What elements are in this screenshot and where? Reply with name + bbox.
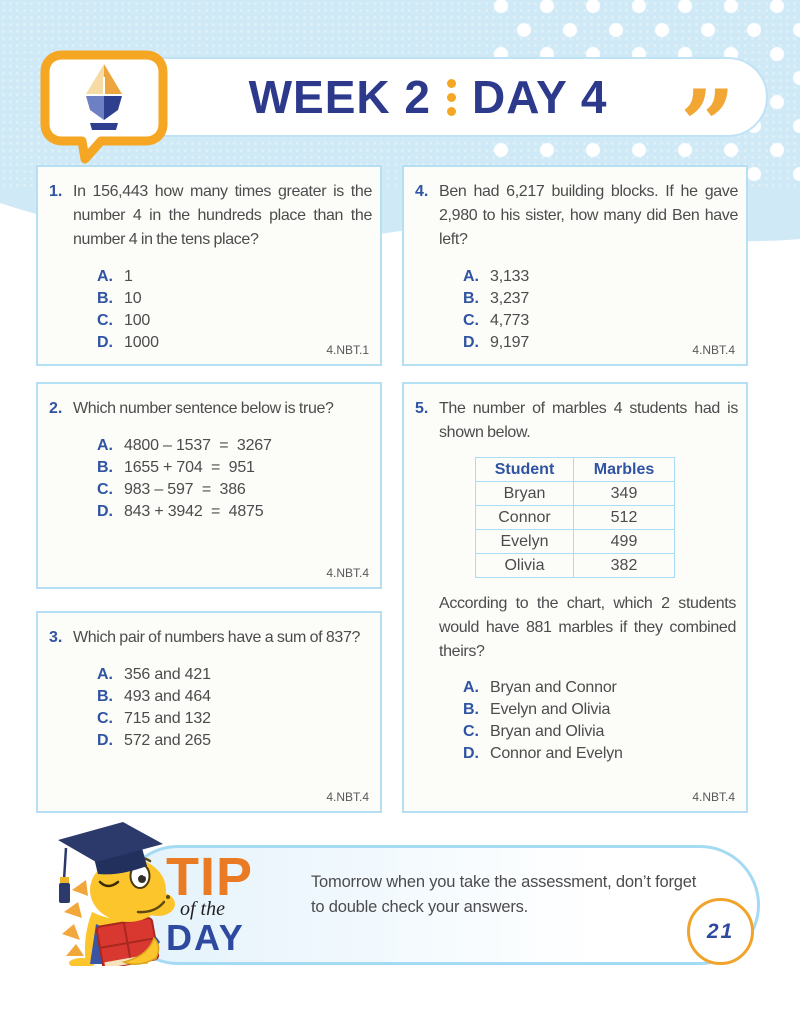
marbles-count: 382 bbox=[573, 553, 675, 578]
option-c: C. 983 – 597 = 386 bbox=[97, 481, 246, 498]
option-b: B. 10 bbox=[97, 290, 142, 307]
pen-nib-icon bbox=[86, 64, 122, 130]
of-the-label: of the bbox=[180, 897, 225, 920]
option-a: A. 4800 – 1537 = 3267 bbox=[97, 437, 272, 454]
student-name: Connor bbox=[475, 505, 574, 530]
question-text-continued: According to the chart, which 2 students… bbox=[439, 595, 736, 660]
standard-tag: 4.NBT.4 bbox=[692, 343, 735, 357]
question-3-box: 3. Which pair of numbers have a sum of 8… bbox=[36, 611, 382, 813]
table-row: Olivia 382 bbox=[475, 553, 675, 578]
student-name: Olivia bbox=[475, 553, 574, 578]
standard-tag: 4.NBT.4 bbox=[326, 790, 369, 804]
page-number-badge: 21 bbox=[687, 898, 754, 965]
standard-tag: 4.NBT.4 bbox=[692, 790, 735, 804]
options-list: A. Bryan and Connor B. Evelyn and Olivia C… bbox=[404, 677, 746, 765]
options-list: A. 4800 – 1537 = 3267 B. 1655 + 704 = 951 … bbox=[38, 435, 380, 523]
wink-eye bbox=[98, 880, 120, 888]
quote-mark-decoration: ” bbox=[680, 69, 736, 182]
option-a: A. Bryan and Connor bbox=[463, 679, 617, 696]
option-d: D. Connor and Evelyn bbox=[463, 745, 623, 762]
option-d: D. 572 and 265 bbox=[97, 732, 211, 749]
option-b: B. 493 and 464 bbox=[97, 688, 211, 705]
column-header-marbles: Marbles bbox=[573, 457, 675, 482]
dinosaur-mascot-illustration bbox=[58, 822, 175, 966]
marbles-table: Student Marbles Bryan 349 Connor 512 Eve… bbox=[475, 457, 675, 578]
option-c: C. 715 and 132 bbox=[97, 710, 211, 727]
tip-banner bbox=[118, 845, 760, 965]
table-row: Evelyn 499 bbox=[475, 529, 675, 554]
option-c: C. 100 bbox=[97, 312, 151, 329]
column-header-student: Student bbox=[475, 457, 574, 482]
question-number: 2. bbox=[49, 400, 63, 417]
option-c: C. 4,773 bbox=[463, 312, 530, 329]
marbles-count: 512 bbox=[573, 505, 675, 530]
option-b: B. 1655 + 704 = 951 bbox=[97, 459, 255, 476]
question-5-box: 5. The number of marbles 4 students had … bbox=[402, 382, 748, 813]
option-a: A. 3,133 bbox=[463, 268, 530, 285]
question-text: The number of marbles 4 students had is … bbox=[439, 400, 738, 441]
standard-tag: 4.NBT.4 bbox=[326, 566, 369, 580]
question-4-box: 4. Ben had 6,217 building blocks. If he … bbox=[402, 165, 748, 366]
tip-of-the-day-logo: TIP of the DAY bbox=[166, 847, 326, 958]
option-d: D. 1000 bbox=[97, 334, 159, 351]
question-text: Which number sentence below is true? bbox=[73, 400, 334, 417]
question-number: 4. bbox=[415, 183, 429, 200]
option-d: D. 9,197 bbox=[463, 334, 530, 351]
marbles-count: 349 bbox=[573, 481, 675, 506]
graduation-cap-icon bbox=[58, 822, 163, 903]
question-number: 1. bbox=[49, 183, 63, 200]
page-number: 21 bbox=[706, 919, 735, 943]
options-list: A. 1 B. 10 C. 100 D. 1000 bbox=[38, 266, 380, 354]
question-number: 3. bbox=[49, 629, 63, 646]
table-header-row: Student Marbles bbox=[475, 457, 675, 482]
question-1-box: 1. In 156,443 how many times greater is … bbox=[36, 165, 382, 366]
option-a: A. 356 and 421 bbox=[97, 666, 211, 683]
options-list: A. 3,133 B. 3,237 C. 4,773 D. 9,197 bbox=[404, 266, 746, 354]
question-text: Ben had 6,217 building blocks. If he gav… bbox=[439, 183, 738, 248]
nostril bbox=[166, 895, 170, 899]
table-row: Connor 512 bbox=[475, 505, 675, 530]
day-label: DAY bbox=[166, 916, 245, 958]
option-a: A. 1 bbox=[97, 268, 133, 285]
question-2-box: 2. Which number sentence below is true? … bbox=[36, 382, 382, 589]
speech-bubble-logo bbox=[38, 48, 170, 171]
option-d: D. 843 + 3942 = 4875 bbox=[97, 503, 264, 520]
title-banner: WEEK 2 DAY 4 bbox=[88, 57, 768, 137]
student-name: Evelyn bbox=[475, 529, 574, 554]
tip-label: TIP bbox=[166, 847, 254, 907]
tip-text: Tomorrow when you take the assessment, d… bbox=[311, 873, 697, 916]
student-name: Bryan bbox=[475, 481, 574, 506]
marbles-count: 499 bbox=[573, 529, 675, 554]
dots-separator-icon bbox=[446, 78, 456, 116]
option-c: C. Bryan and Olivia bbox=[463, 723, 605, 740]
options-list: A. 356 and 421 B. 493 and 464 C. 715 and 13… bbox=[38, 664, 380, 752]
option-b: B. 3,237 bbox=[463, 290, 530, 307]
smile bbox=[136, 900, 166, 914]
question-number: 5. bbox=[415, 400, 429, 417]
day-label: DAY 4 bbox=[471, 71, 608, 123]
question-text: Which pair of numbers have a sum of 837? bbox=[73, 629, 361, 646]
standard-tag: 4.NBT.1 bbox=[326, 343, 369, 357]
week-label: WEEK 2 bbox=[248, 71, 431, 123]
table-row: Bryan 349 bbox=[475, 481, 675, 506]
question-text: In 156,443 how many times greater is the… bbox=[73, 183, 372, 248]
option-b: B. Evelyn and Olivia bbox=[463, 701, 611, 718]
